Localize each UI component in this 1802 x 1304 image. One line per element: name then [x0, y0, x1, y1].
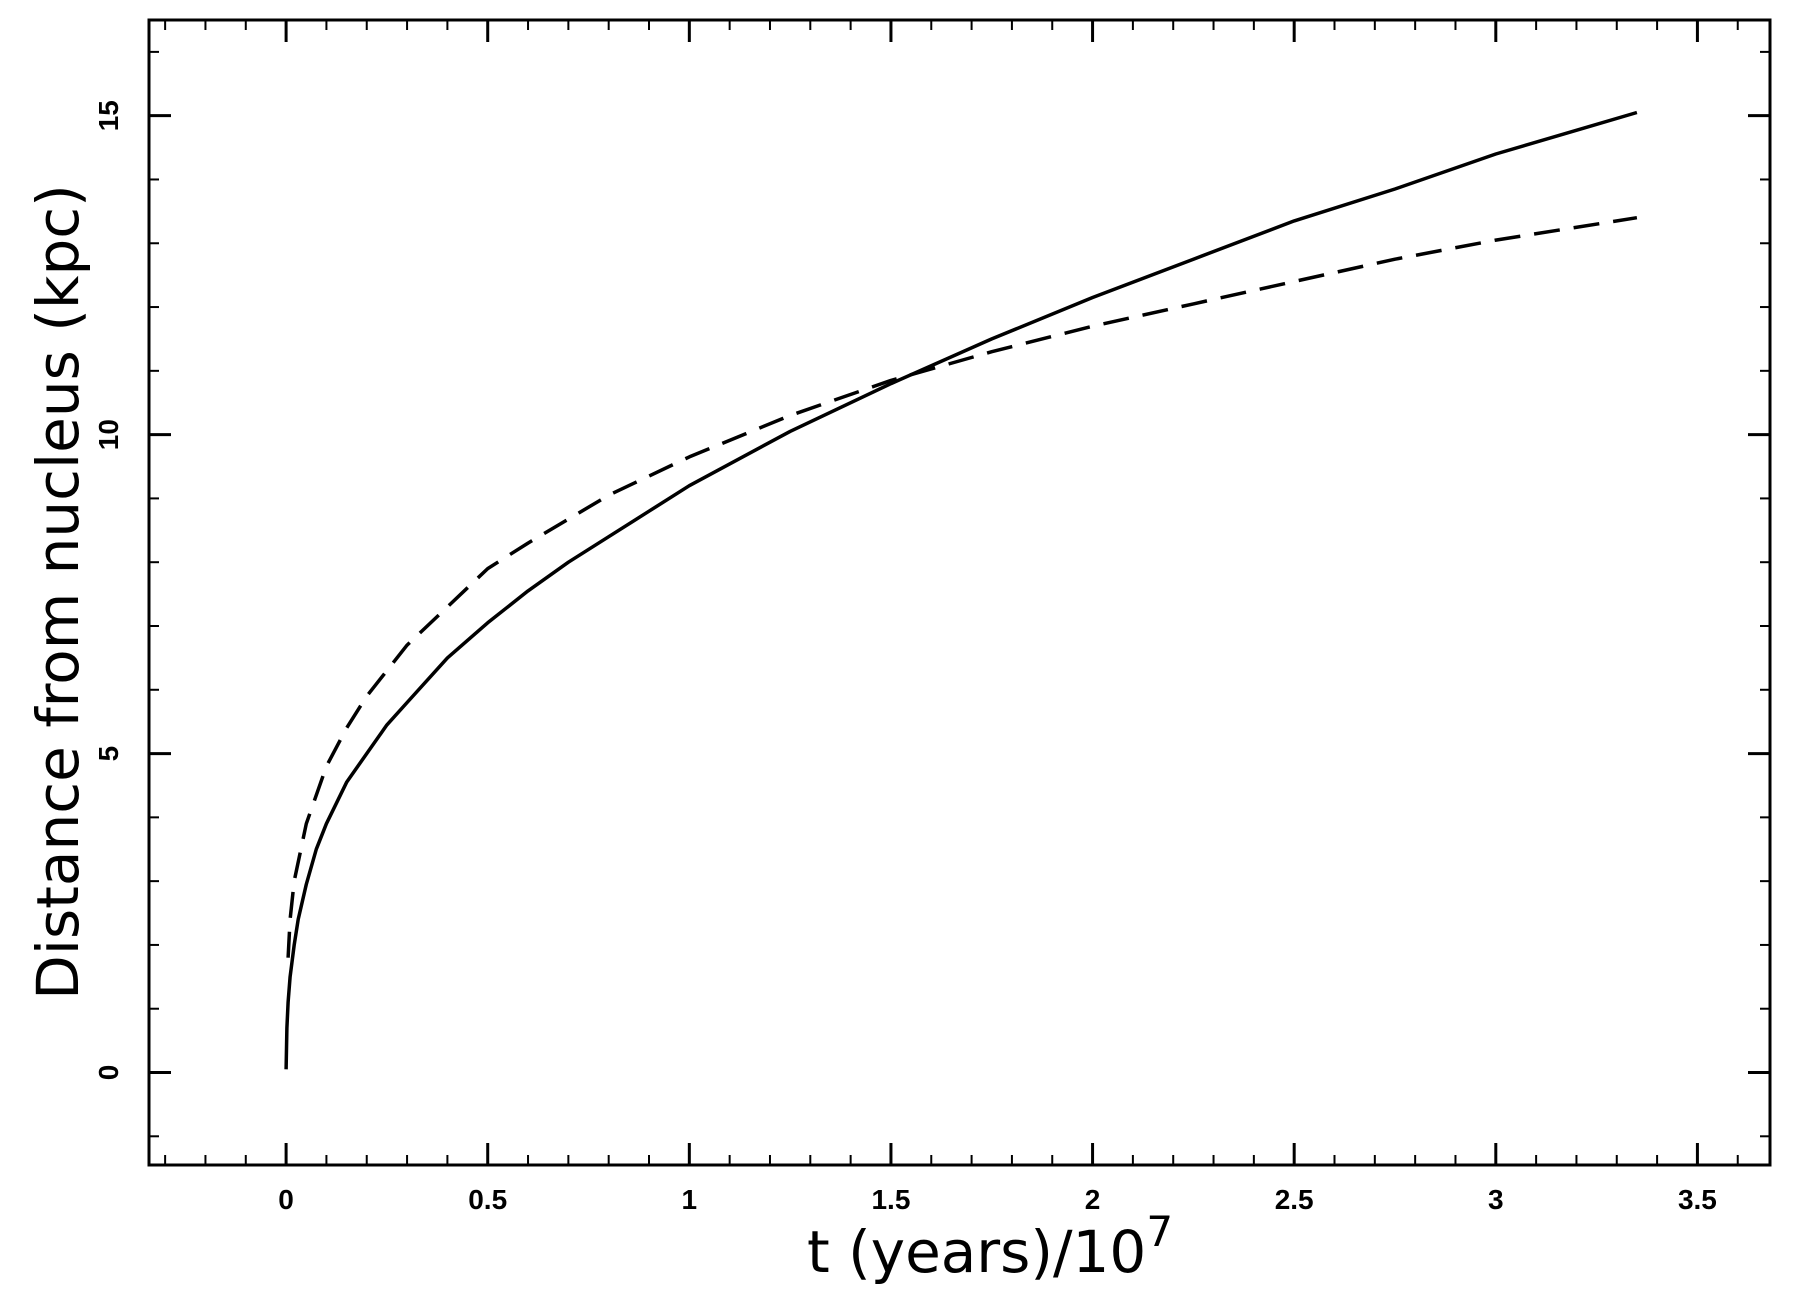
x-tick-label: 2.5	[1275, 1184, 1314, 1215]
series-layer	[284, 110, 1638, 1070]
x-tick-label: 0	[278, 1184, 294, 1215]
x-tick-label: 3.5	[1678, 1184, 1717, 1215]
axis-ticks	[149, 20, 1770, 1165]
series-line-solid	[284, 110, 1638, 1070]
x-axis-title-exponent: 7	[1146, 1207, 1173, 1256]
y-tick-label: 10	[93, 419, 124, 450]
series-line-dashed	[286, 215, 1638, 958]
y-axis-title: Distance from nucleus (kpc)	[24, 184, 92, 1000]
y-tick-label: 15	[93, 100, 124, 131]
plot-frame	[147, 18, 1772, 1167]
tick-labels: 0 0.5 1 1.5 2 2.5 3 3.5 0 5 10 15	[93, 100, 1717, 1215]
x-tick-label: 1.5	[871, 1184, 910, 1215]
y-tick-label: 5	[93, 746, 124, 762]
x-tick-label: 1	[682, 1184, 698, 1215]
x-tick-label: 0.5	[468, 1184, 507, 1215]
x-axis-title: t (years)/107	[807, 1207, 1173, 1286]
y-tick-label: 0	[93, 1065, 124, 1081]
x-tick-label: 3	[1488, 1184, 1504, 1215]
x-tick-label: 2	[1085, 1184, 1101, 1215]
